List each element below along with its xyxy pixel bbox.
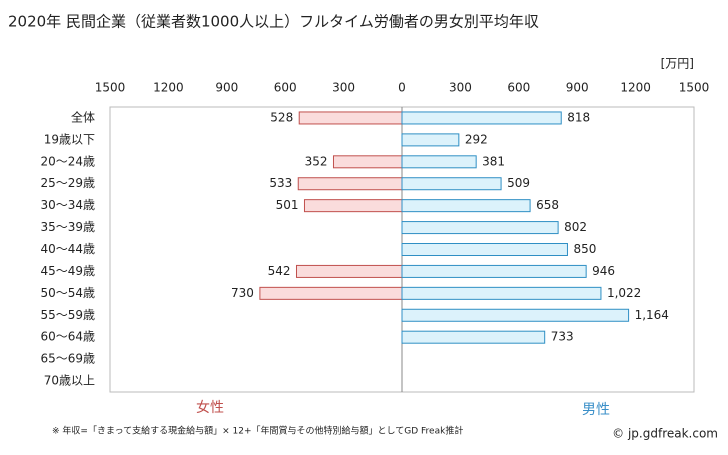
chart-title: 2020年 民間企業（従業者数1000人以上）フルタイム労働者の男女別平均年収 [8,13,539,31]
x-tick-label: 900 [566,81,589,95]
bar [401,133,460,147]
unit-label: [万円] [661,57,694,71]
y-tick-label: 70歳以上 [44,374,95,388]
bar [332,155,403,169]
bar [401,177,502,191]
value-label: 730 [231,286,254,300]
x-tick-label: 0 [398,81,406,95]
y-tick-label: 全体 [71,109,95,124]
bar [401,264,587,278]
x-tick-label: 1200 [620,81,651,95]
value-label: 509 [507,176,530,190]
bar [298,111,403,125]
y-tick-label: 45〜49歳 [40,264,95,278]
x-tick-label: 1500 [679,81,710,95]
value-label: 501 [276,198,299,212]
bar [401,199,531,213]
value-label: 658 [536,198,559,212]
value-label: 946 [592,264,615,278]
bar [401,221,559,235]
credit: © jp.gdfreak.com [612,427,718,441]
y-tick-label: 35〜39歳 [40,220,95,234]
value-label: 1,022 [607,286,641,300]
legend-label: 男性 [582,402,610,418]
footnote: ※ 年収=「きまって支給する現金給与額」× 12+「年間賞与その他特別給与額」と… [52,425,463,437]
x-tick-label: 300 [332,81,355,95]
y-tick-label: 65〜69歳 [40,352,95,366]
bar [303,199,403,213]
y-tick-label: 55〜59歳 [40,308,95,322]
value-label: 542 [268,264,291,278]
bar [295,264,403,278]
value-label: 533 [269,176,292,190]
legend-label: 女性 [196,399,224,416]
x-tick-label: 300 [449,81,472,95]
value-label: 528 [270,110,293,124]
y-tick-label: 20〜24歳 [40,154,95,168]
x-tick-label: 1200 [153,81,184,95]
y-tick-label: 40〜44歳 [40,242,95,256]
bar [401,330,546,344]
y-tick-label: 19歳以下 [44,132,95,146]
bar [401,308,630,322]
value-label: 1,164 [635,308,669,322]
x-tick-label: 600 [507,81,530,95]
y-tick-label: 60〜64歳 [40,330,95,344]
value-label: 850 [573,242,596,256]
value-label: 818 [567,110,590,124]
bar [259,286,403,300]
value-label: 733 [551,330,574,344]
value-label: 802 [564,220,587,234]
bar [401,111,562,125]
x-tick-label: 1500 [95,81,126,95]
y-tick-label: 25〜29歳 [40,176,95,190]
value-label: 381 [482,154,505,168]
bar [401,155,477,169]
bar [297,177,403,191]
y-tick-label: 50〜54歳 [40,286,95,300]
bar [401,286,602,300]
y-tick-label: 30〜34歳 [40,198,95,212]
x-tick-label: 900 [215,81,238,95]
bar [401,243,568,256]
value-label: 292 [465,132,488,146]
value-label: 352 [305,154,328,168]
x-tick-label: 600 [274,81,297,95]
